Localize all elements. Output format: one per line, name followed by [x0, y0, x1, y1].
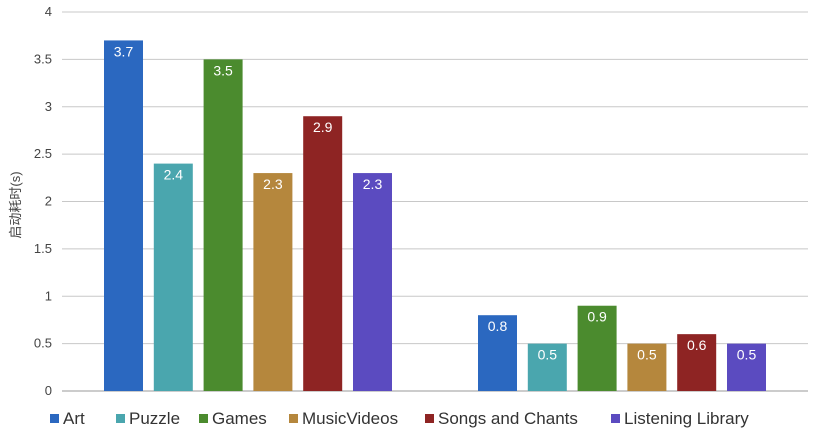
legend: Art Puzzle Games MusicVideos Songs and Chant…	[50, 409, 749, 428]
bar-puzzle	[527, 343, 567, 391]
data-label: 0.9	[587, 309, 607, 325]
y-tick-label: 0	[45, 383, 52, 398]
legend-item-musicvideos: MusicVideos	[289, 409, 398, 428]
legend-swatch	[611, 414, 620, 423]
data-label: 3.5	[213, 62, 233, 78]
data-label: 0.5	[637, 347, 657, 363]
legend-swatch	[50, 414, 59, 423]
bar-games	[203, 59, 243, 391]
data-label: 0.6	[687, 337, 707, 353]
legend-swatch	[289, 414, 298, 423]
y-tick-label: 3	[45, 99, 52, 114]
y-tick-label: 0.5	[34, 336, 52, 351]
bar-art	[478, 315, 517, 391]
bar-games	[577, 305, 617, 391]
y-tick-label: 2	[45, 194, 52, 209]
bar-listening-library	[727, 343, 766, 391]
data-label: 2.4	[164, 167, 184, 183]
data-label: 2.9	[313, 119, 333, 135]
legend-label: Games	[212, 409, 267, 428]
legend-swatch	[116, 414, 125, 423]
legend-item-listening-library: Listening Library	[611, 409, 749, 428]
y-tick-label: 3.5	[34, 51, 52, 66]
legend-swatch	[199, 414, 208, 423]
bar-art	[104, 40, 143, 392]
legend-label: Songs and Chants	[438, 409, 578, 428]
data-label: 3.7	[114, 43, 134, 59]
legend-swatch	[425, 414, 434, 423]
legend-label: Puzzle	[129, 409, 180, 428]
data-label: 0.8	[488, 318, 508, 334]
y-tick-label: 1	[45, 288, 52, 303]
y-tick-label: 4	[45, 4, 52, 19]
bar-musicvideos	[253, 173, 293, 391]
y-axis-ticks: 0 0.5 1 1.5 2 2.5 3 3.5 4	[34, 4, 52, 398]
bar-songs-and-chants	[677, 334, 717, 391]
bars	[104, 40, 766, 392]
legend-label: Listening Library	[624, 409, 749, 428]
bar-listening-library	[353, 173, 392, 391]
data-label: 0.5	[737, 347, 757, 363]
data-label: 2.3	[263, 176, 283, 192]
legend-item-puzzle: Puzzle	[116, 409, 180, 428]
legend-item-art: Art	[50, 409, 85, 428]
data-labels: 3.7 0.8 2.4 0.5 3.5 0.9 2.3 0.5 2.9 0.6 2.3 0.5	[114, 43, 757, 362]
y-tick-label: 1.5	[34, 241, 52, 256]
legend-label: MusicVideos	[302, 409, 398, 428]
y-tick-label: 2.5	[34, 146, 52, 161]
bar-puzzle	[153, 163, 193, 391]
legend-item-songs-and-chants: Songs and Chants	[425, 409, 578, 428]
bar-musicvideos	[627, 343, 667, 391]
data-label: 2.3	[363, 176, 383, 192]
legend-item-games: Games	[199, 409, 267, 428]
bar-songs-and-chants	[303, 116, 343, 391]
y-axis-label: 启动耗时(s)	[8, 171, 23, 238]
legend-label: Art	[63, 409, 85, 428]
data-label: 0.5	[538, 347, 558, 363]
